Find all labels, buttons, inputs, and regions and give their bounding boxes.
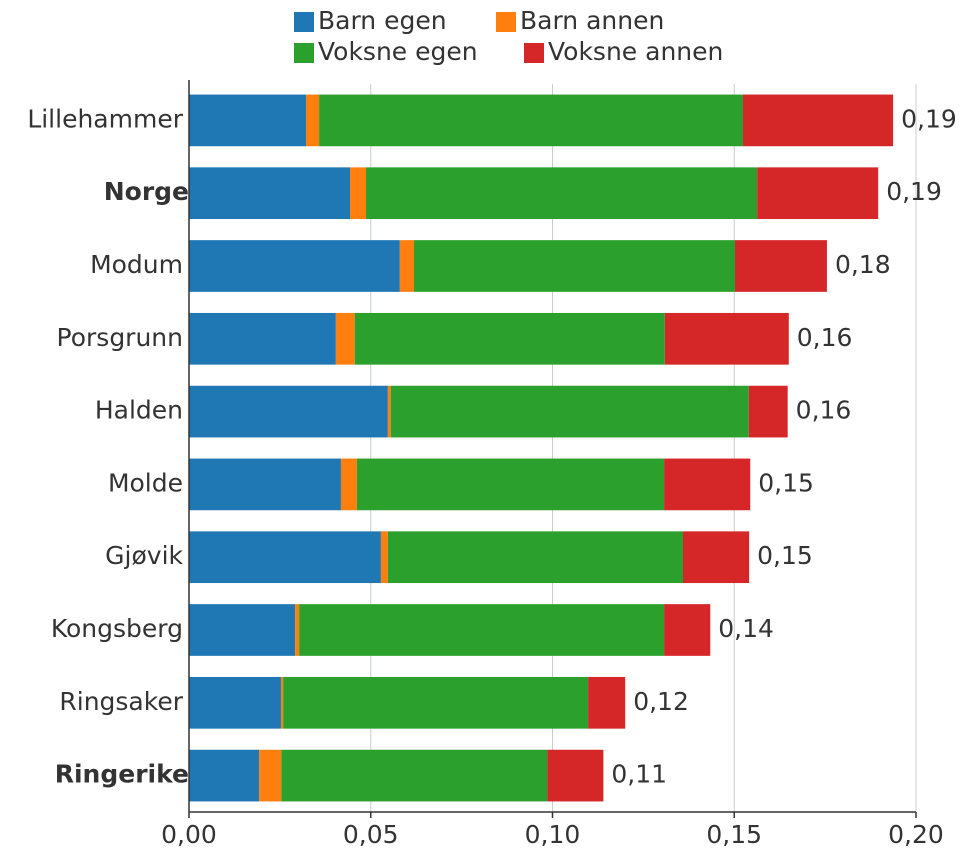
bar-segment: [387, 531, 683, 584]
bar-segment: [664, 604, 711, 656]
bar-segment: [283, 676, 589, 729]
bar-segment: [335, 312, 355, 365]
bar-segment: [380, 531, 388, 584]
x-tick-label: 0,15: [706, 820, 762, 849]
bar-segment: [748, 385, 788, 438]
bar-segment: [350, 167, 367, 220]
y-tick-label: Halden: [95, 396, 183, 425]
legend-swatch: [524, 43, 544, 63]
bar-segment: [259, 749, 282, 802]
total-label: 0,19: [886, 177, 942, 206]
total-label: 0,14: [718, 614, 774, 643]
bar-segment: [281, 749, 548, 802]
bar-segment: [189, 240, 400, 292]
bar-segment: [757, 167, 879, 220]
x-tick-label: 0,05: [343, 820, 399, 849]
bar-segment: [319, 94, 743, 147]
legend-swatch: [294, 43, 314, 63]
y-tick-label: Modum: [90, 250, 183, 279]
bar-segment: [306, 94, 320, 147]
y-tick-label: Ringerike: [55, 760, 189, 789]
legend-label: Barn egen: [318, 6, 447, 35]
bar-segment: [189, 312, 336, 365]
total-label: 0,15: [758, 468, 814, 497]
bar-segment: [734, 240, 827, 292]
bar-segment: [189, 167, 351, 220]
bar-segment: [295, 604, 300, 656]
legend-label: Voksne egen: [318, 37, 478, 66]
bar-segment: [356, 458, 665, 511]
y-tick-label: Kongsberg: [51, 614, 183, 643]
bar-segment: [189, 94, 307, 147]
bar-segment: [189, 531, 381, 584]
y-tick-label: Gjøvik: [105, 541, 183, 570]
y-tick-label: Porsgrunn: [57, 323, 183, 352]
total-label: 0,12: [633, 687, 689, 716]
bar-segment: [189, 385, 388, 438]
bar-segment: [588, 676, 626, 729]
x-tick-label: 0,10: [525, 820, 581, 849]
legend-label: Barn annen: [520, 6, 664, 35]
bar-segment: [189, 749, 260, 802]
bar-segment: [280, 676, 284, 729]
legend-label: Voksne annen: [548, 37, 723, 66]
bar-segment: [189, 676, 281, 729]
bar-segment: [354, 312, 665, 365]
total-label: 0,18: [835, 250, 891, 279]
bar-segment: [682, 531, 750, 584]
bar-segment: [742, 94, 894, 147]
bar-segment: [387, 385, 391, 438]
total-label: 0,16: [796, 396, 852, 425]
y-tick-label: Norge: [104, 177, 189, 206]
bar-segment: [399, 240, 415, 292]
total-label: 0,16: [797, 323, 853, 352]
bar-segment: [414, 240, 735, 292]
bar-segment: [664, 458, 751, 511]
bar-segment: [189, 458, 341, 511]
bar-segment: [390, 385, 749, 438]
legend-swatch: [496, 12, 516, 32]
total-label: 0,15: [757, 541, 813, 570]
y-tick-label: Lillehammer: [27, 104, 183, 133]
y-tick-label: Molde: [108, 468, 183, 497]
bar-segment: [366, 167, 758, 220]
x-tick-label: 0,00: [161, 820, 217, 849]
bar-segment: [299, 604, 665, 656]
x-tick-label: 0,20: [888, 820, 944, 849]
total-label: 0,19: [901, 104, 957, 133]
y-tick-label: Ringsaker: [59, 687, 183, 716]
legend-swatch: [294, 12, 314, 32]
bar-segment: [664, 312, 789, 365]
bar-segment: [547, 749, 604, 802]
bar-segment: [189, 604, 296, 656]
total-label: 0,11: [611, 760, 667, 789]
bar-segment: [340, 458, 357, 511]
